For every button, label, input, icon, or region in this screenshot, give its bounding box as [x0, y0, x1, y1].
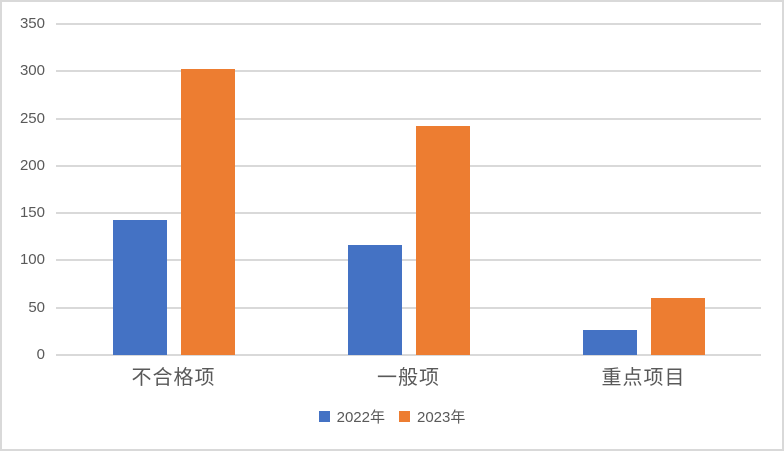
legend-item-2023年: 2023年 — [399, 406, 465, 427]
bar-2022年-不合格项 — [112, 219, 167, 355]
y-axis-labels: 0 50 100 150 200 250 300 350 — [0, 0, 45, 451]
plot-area — [56, 23, 761, 356]
gridline-50 — [56, 306, 761, 309]
bar-2023年-不合格项 — [180, 69, 235, 355]
y-tick-label-150: 150 — [19, 204, 45, 222]
legend-marker-icon — [318, 411, 330, 422]
x-tick-label-重点项目: 重点项目 — [601, 367, 686, 389]
legend-marker-icon — [399, 411, 410, 422]
bar-2023年-一般项 — [415, 126, 470, 355]
bar-2023年-重点项目 — [650, 298, 705, 355]
bar-2022年-一般项 — [347, 245, 402, 355]
gridline-0 — [56, 354, 761, 356]
y-tick-label-200: 200 — [19, 156, 45, 174]
x-axis-labels: 不合格项 一般项 重点项目 — [56, 361, 761, 391]
legend-item-2022年: 2022年 — [318, 406, 385, 427]
y-tick-label-350: 350 — [19, 15, 45, 32]
gridline-100 — [56, 259, 761, 262]
x-tick-label-一般项: 一般项 — [377, 367, 440, 389]
gridline-300 — [56, 70, 761, 73]
y-tick-label-100: 100 — [19, 251, 45, 269]
gridline-250 — [56, 117, 761, 120]
gridline-200 — [56, 164, 761, 167]
legend-label: 2023年 — [417, 409, 466, 426]
x-tick-label-不合格项: 不合格项 — [131, 367, 216, 389]
y-tick-label-300: 300 — [19, 62, 45, 80]
y-tick-label-0: 0 — [36, 346, 45, 363]
legend: 2022年 2023年 — [0, 406, 784, 427]
gridline-150 — [56, 212, 761, 215]
y-tick-label-50: 50 — [28, 298, 45, 316]
gridline-350 — [56, 23, 761, 25]
bar-2022年-重点项目 — [582, 330, 637, 355]
y-tick-label-250: 250 — [19, 109, 45, 127]
legend-label: 2022年 — [336, 409, 385, 426]
